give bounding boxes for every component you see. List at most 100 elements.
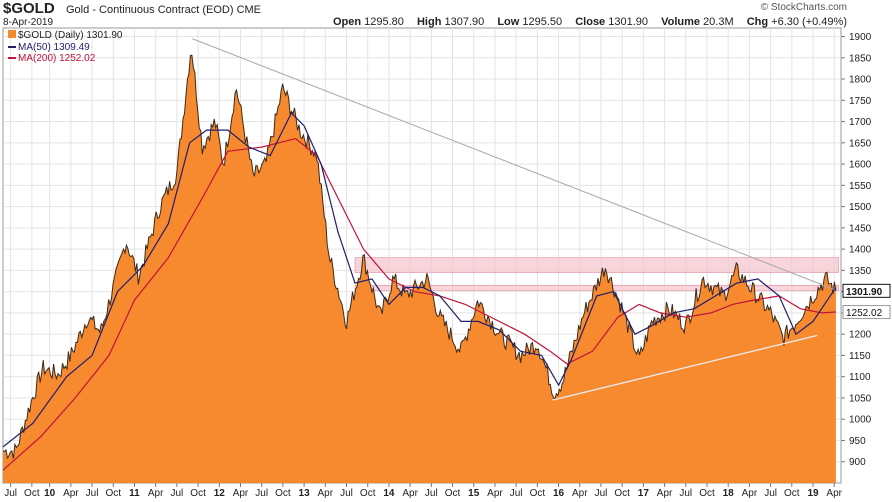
legend-ma50-swatch (8, 46, 16, 49)
legend-price-text: $GOLD (Daily) 1301.90 (18, 30, 123, 41)
x-tick-label: Apr (63, 488, 79, 499)
x-tick-label: 18 (723, 488, 735, 499)
chart-header: $GOLD Gold - Continuous Contract (EOD) C… (0, 0, 892, 30)
x-tick-label: Jul (425, 488, 438, 499)
y-tick-label: 1000 (849, 415, 872, 426)
x-tick-label: Jul (255, 488, 268, 499)
legend-ma200: MA(200) 1252.02 (8, 53, 95, 64)
stockcharts-credit: © StockCharts.com (760, 2, 847, 13)
high-value: 1307.90 (444, 16, 485, 28)
y-tick-label: 1800 (849, 75, 872, 86)
legend-ma50: MA(50) 1309.49 (8, 42, 90, 53)
y-tick-label: 1200 (849, 330, 872, 341)
ma200-line (2, 137, 836, 471)
trendlines (191, 38, 835, 401)
quote-summary: Open 1295.80 High 1307.90 Low 1295.50 Cl… (333, 16, 847, 28)
series-layer (2, 54, 837, 484)
volume-value: 20.3M (703, 16, 734, 28)
ma50-line (2, 111, 837, 448)
price-tags: 1301.90 1252.02 (842, 283, 891, 320)
x-axis: Jul Oct 10 Apr Jul Oct 11 Apr Jul Oct 12 Apr Jul Oct 1… (4, 483, 843, 499)
x-tick-label: Apr (233, 488, 249, 499)
y-tick-label: 1150 (849, 351, 871, 362)
x-tick-label: Oct (105, 488, 121, 499)
x-tick-label: Apr (657, 488, 673, 499)
x-tick-label: 10 (44, 488, 56, 499)
y-tick-label: 1850 (849, 53, 872, 64)
y-tick-label: 1900 (849, 32, 872, 43)
x-tick-label: 15 (468, 488, 480, 499)
x-tick-label: Apr (487, 488, 503, 499)
close-label: Close (575, 16, 606, 28)
y-tick-label: 1050 (849, 393, 872, 404)
x-tick-label: 19 (807, 488, 819, 499)
description-text: Gold - Continuous Contract (EOD) (66, 4, 234, 16)
legend-price-swatch (8, 30, 16, 38)
exchange-text: CME (236, 4, 262, 16)
trendline-up (552, 334, 818, 401)
volume-label: Volume (661, 16, 700, 28)
chg-label: Chg (746, 16, 769, 28)
x-tick-label: 13 (299, 488, 311, 499)
y-tick-label: 1100 (849, 372, 871, 383)
x-tick-label: Oct (699, 488, 715, 499)
x-tick-label: Oct (360, 488, 376, 499)
x-tick-label: Oct (614, 488, 630, 499)
x-tick-label: Apr (826, 488, 842, 499)
x-tick-label: Jul (340, 488, 353, 499)
y-tick-label: 1600 (849, 160, 872, 171)
y-tick-label: 900 (849, 457, 866, 468)
x-tick-label: 11 (129, 488, 140, 499)
x-tick-label: 16 (553, 488, 565, 499)
legend-ma200-text: MA(200) 1252.02 (18, 53, 96, 64)
legend-price: $GOLD (Daily) 1301.90 (8, 30, 123, 41)
y-tick-label: 1350 (849, 266, 872, 277)
x-tick-label: Oct (24, 488, 40, 499)
chg-value: +6.30 (+0.49%) (771, 16, 847, 28)
legend-ma50-text: MA(50) 1309.49 (18, 42, 90, 53)
x-tick-label: Oct (190, 488, 206, 499)
price-tag-box (842, 305, 891, 320)
x-tick-label: Jul (86, 488, 99, 499)
x-tick-label: 14 (383, 488, 395, 499)
trendline-down (191, 38, 835, 290)
open-value: 1295.80 (364, 16, 404, 28)
price-tag-label: 1301.90 (846, 287, 883, 298)
x-tick-label: 12 (214, 488, 226, 499)
x-tick-label: Oct (275, 488, 291, 499)
x-tick-label: 17 (638, 488, 650, 499)
y-tick-label: 1500 (849, 202, 872, 213)
y-tick-label: 1450 (849, 223, 872, 234)
low-label: Low (497, 16, 520, 28)
x-tick-label: Apr (572, 488, 588, 499)
y-tick-label: 1650 (849, 138, 872, 149)
low-value: 1295.50 (522, 16, 563, 28)
x-tick-label: Jul (170, 488, 183, 499)
x-tick-label: Apr (318, 488, 334, 499)
close-value: 1301.90 (608, 16, 649, 28)
y-tick-label: 1700 (849, 117, 872, 128)
price-tag-label: 1252.02 (846, 308, 883, 319)
x-tick-label: Jul (679, 488, 692, 499)
x-tick-label: Jul (595, 488, 608, 499)
x-tick-label: Apr (148, 488, 164, 499)
x-tick-label: Apr (742, 488, 758, 499)
y-tick-label: 1400 (849, 245, 872, 256)
chart-date: 8-Apr-2019 (3, 17, 54, 28)
x-tick-label: Jul (4, 488, 17, 499)
resistance-band-1 (354, 257, 839, 273)
high-label: High (416, 16, 442, 28)
x-tick-label: Apr (402, 488, 418, 499)
price-tag-box (842, 283, 891, 298)
ticker-symbol: $GOLD (3, 0, 55, 17)
x-tick-label: Oct (445, 488, 461, 499)
x-tick-label: Oct (784, 488, 800, 499)
legend-ma200-swatch (8, 57, 16, 60)
open-label: Open (332, 16, 362, 28)
y-tick-label: 1550 (849, 181, 872, 192)
instrument-description: Gold - Continuous Contract (EOD) CME (66, 4, 261, 16)
x-tick-label: Oct (530, 488, 546, 499)
y-axis: 9009501000105011001150120012501300135014… (841, 32, 872, 468)
y-tick-label: 950 (849, 436, 866, 447)
